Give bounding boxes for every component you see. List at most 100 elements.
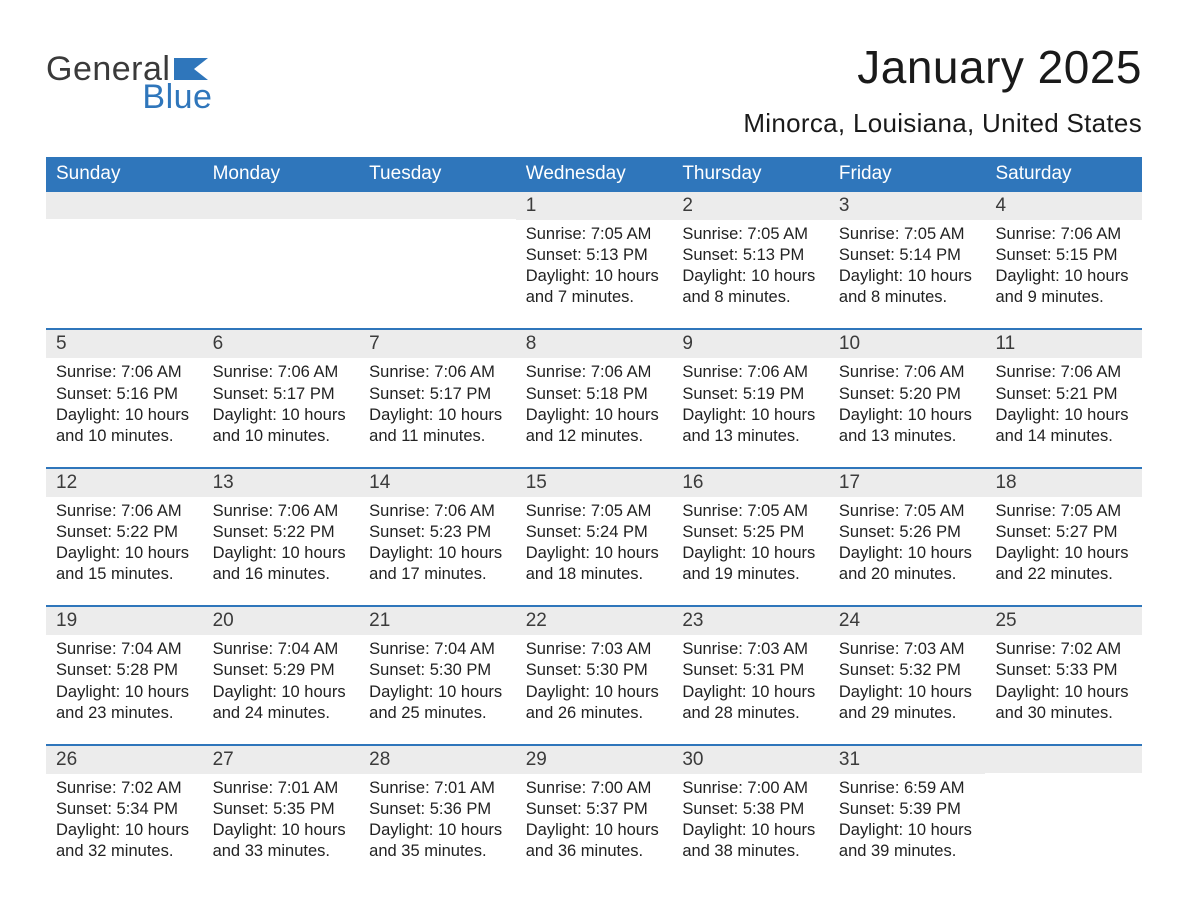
day-body: Sunrise: 7:03 AMSunset: 5:30 PMDaylight:… [516,635,673,723]
sunset-text: Sunset: 5:29 PM [213,660,350,681]
day-number: 25 [995,610,1016,631]
day-number-row: 5 [46,330,203,358]
week-row: 19Sunrise: 7:04 AMSunset: 5:28 PMDayligh… [46,605,1142,743]
day-body: Sunrise: 7:06 AMSunset: 5:22 PMDaylight:… [203,497,360,585]
day-body: Sunrise: 7:04 AMSunset: 5:28 PMDaylight:… [46,635,203,723]
day-number: 12 [56,472,77,493]
day-body [359,219,516,223]
day-number: 9 [682,333,693,354]
day-number: 5 [56,333,67,354]
sunrise-text: Sunrise: 7:05 AM [839,501,976,522]
daylight-text-1: Daylight: 10 hours [682,682,819,703]
day-cell: 16Sunrise: 7:05 AMSunset: 5:25 PMDayligh… [672,469,829,605]
day-number-row: 27 [203,746,360,774]
daylight-text-1: Daylight: 10 hours [682,543,819,564]
day-number: 1 [526,195,537,216]
day-body: Sunrise: 7:01 AMSunset: 5:36 PMDaylight:… [359,774,516,862]
day-cell: 29Sunrise: 7:00 AMSunset: 5:37 PMDayligh… [516,746,673,882]
daylight-text-1: Daylight: 10 hours [369,682,506,703]
sunrise-text: Sunrise: 7:06 AM [995,224,1132,245]
day-number-row: 16 [672,469,829,497]
sunrise-text: Sunrise: 7:04 AM [369,639,506,660]
daylight-text-2: and 8 minutes. [839,287,976,308]
daylight-text-2: and 19 minutes. [682,564,819,585]
daylight-text-1: Daylight: 10 hours [369,543,506,564]
daylight-text-2: and 32 minutes. [56,841,193,862]
sunrise-text: Sunrise: 7:05 AM [682,224,819,245]
day-cell [46,192,203,328]
sunrise-text: Sunrise: 7:06 AM [213,501,350,522]
sunset-text: Sunset: 5:17 PM [369,384,506,405]
daylight-text-2: and 11 minutes. [369,426,506,447]
day-number-row: 19 [46,607,203,635]
day-cell [203,192,360,328]
day-body: Sunrise: 7:05 AMSunset: 5:26 PMDaylight:… [829,497,986,585]
daylight-text-2: and 17 minutes. [369,564,506,585]
weekday-header: Friday [829,157,986,192]
day-number-row: 9 [672,330,829,358]
sunset-text: Sunset: 5:24 PM [526,522,663,543]
sunset-text: Sunset: 5:22 PM [56,522,193,543]
daylight-text-1: Daylight: 10 hours [682,405,819,426]
day-body: Sunrise: 7:06 AMSunset: 5:18 PMDaylight:… [516,358,673,446]
weekday-header: Saturday [985,157,1142,192]
sunset-text: Sunset: 5:28 PM [56,660,193,681]
day-number: 19 [56,610,77,631]
day-body: Sunrise: 6:59 AMSunset: 5:39 PMDaylight:… [829,774,986,862]
day-number-row: 1 [516,192,673,220]
day-number-row: 8 [516,330,673,358]
sunset-text: Sunset: 5:23 PM [369,522,506,543]
daylight-text-2: and 7 minutes. [526,287,663,308]
daylight-text-2: and 23 minutes. [56,703,193,724]
day-number: 6 [213,333,224,354]
sunrise-text: Sunrise: 7:06 AM [526,362,663,383]
day-number: 16 [682,472,703,493]
day-number: 7 [369,333,380,354]
sunrise-text: Sunrise: 7:05 AM [682,501,819,522]
day-cell: 25 Sunrise: 7:02 AMSunset: 5:33 PMDayligh… [985,607,1142,743]
header-row: General Blue January 2025 Minorca, Louis… [46,40,1142,139]
daylight-text-1: Daylight: 10 hours [839,405,976,426]
sunset-text: Sunset: 5:30 PM [369,660,506,681]
daylight-text-1: Daylight: 10 hours [369,405,506,426]
daylight-text-1: Daylight: 10 hours [526,820,663,841]
day-number-row: 24 [829,607,986,635]
day-cell: 17 Sunrise: 7:05 AMSunset: 5:26 PMDayligh… [829,469,986,605]
day-body: Sunrise: 7:02 AMSunset: 5:33 PMDaylight:… [985,635,1142,723]
day-body: Sunrise: 7:06 AMSunset: 5:20 PMDaylight:… [829,358,986,446]
daylight-text-1: Daylight: 10 hours [839,266,976,287]
weekday-header-row: Sunday Monday Tuesday Wednesday Thursday… [46,157,1142,192]
sunset-text: Sunset: 5:13 PM [682,245,819,266]
daylight-text-1: Daylight: 10 hours [213,682,350,703]
day-number-row: 23 [672,607,829,635]
day-number: 17 [839,472,860,493]
calendar-grid: Sunday Monday Tuesday Wednesday Thursday… [46,157,1142,882]
sunset-text: Sunset: 5:32 PM [839,660,976,681]
day-body [46,219,203,223]
daylight-text-1: Daylight: 10 hours [369,820,506,841]
day-number-row: 26 [46,746,203,774]
daylight-text-2: and 20 minutes. [839,564,976,585]
day-body: Sunrise: 7:06 AMSunset: 5:17 PMDaylight:… [359,358,516,446]
daylight-text-2: and 26 minutes. [526,703,663,724]
day-number-row: 11 [985,330,1142,358]
day-cell: 23Sunrise: 7:03 AMSunset: 5:31 PMDayligh… [672,607,829,743]
sunset-text: Sunset: 5:38 PM [682,799,819,820]
daylight-text-1: Daylight: 10 hours [995,682,1132,703]
day-body: Sunrise: 7:06 AMSunset: 5:19 PMDaylight:… [672,358,829,446]
day-number-row: 13 [203,469,360,497]
sunset-text: Sunset: 5:30 PM [526,660,663,681]
daylight-text-1: Daylight: 10 hours [995,405,1132,426]
day-cell: 18Sunrise: 7:05 AMSunset: 5:27 PMDayligh… [985,469,1142,605]
daylight-text-1: Daylight: 10 hours [213,543,350,564]
day-cell: 9 Sunrise: 7:06 AMSunset: 5:19 PMDaylight… [672,330,829,466]
sunrise-text: Sunrise: 7:06 AM [682,362,819,383]
sunrise-text: Sunrise: 7:04 AM [213,639,350,660]
daylight-text-1: Daylight: 10 hours [56,820,193,841]
day-body: Sunrise: 7:01 AMSunset: 5:35 PMDaylight:… [203,774,360,862]
day-cell: 13Sunrise: 7:06 AMSunset: 5:22 PMDayligh… [203,469,360,605]
day-number: 29 [526,749,547,770]
day-body: Sunrise: 7:04 AMSunset: 5:29 PMDaylight:… [203,635,360,723]
day-cell: 1Sunrise: 7:05 AMSunset: 5:13 PMDaylight… [516,192,673,328]
calendar-page: General Blue January 2025 Minorca, Louis… [0,0,1188,912]
